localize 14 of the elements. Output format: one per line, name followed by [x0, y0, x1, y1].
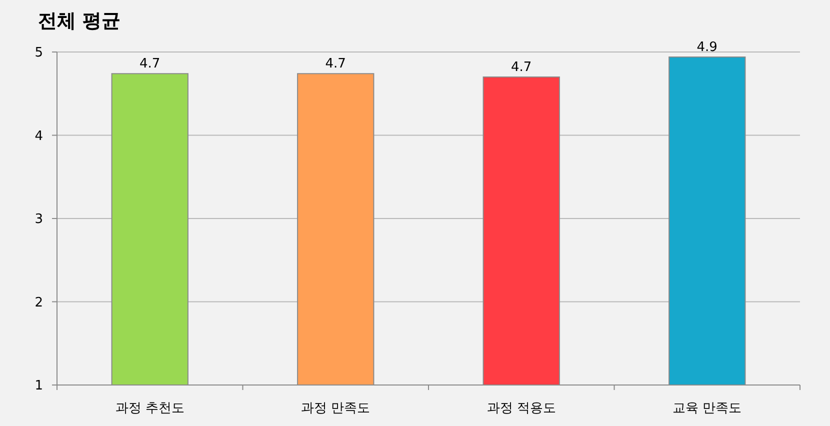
data-label: 4.7: [511, 60, 532, 75]
y-tick-label: 3: [34, 212, 43, 228]
x-tick-label: 과정 적용도: [486, 401, 556, 416]
y-tick-label: 5: [34, 46, 43, 61]
x-tick-label: 과정 만족도: [301, 401, 370, 416]
chart-title: 전체 평균: [38, 10, 121, 32]
y-tick-label: 1: [34, 378, 43, 394]
data-label: 4.7: [325, 56, 346, 72]
data-label: 4.7: [140, 56, 160, 72]
x-tick-label: 과정 추천도: [115, 401, 184, 416]
x-tick-label: 교육 만족도: [672, 401, 742, 416]
y-tick-label: 4: [34, 128, 43, 144]
data-label: 4.9: [696, 40, 718, 55]
y-tick-label: 2: [34, 295, 43, 310]
